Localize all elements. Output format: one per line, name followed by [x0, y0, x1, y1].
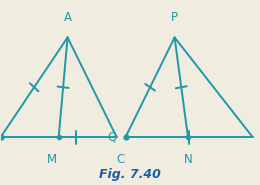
Text: Q: Q — [107, 131, 117, 144]
Text: A: A — [64, 11, 72, 24]
Text: N: N — [184, 153, 192, 166]
Text: Fig. 7.40: Fig. 7.40 — [99, 168, 161, 181]
Text: P: P — [171, 11, 178, 24]
Text: M: M — [47, 153, 57, 166]
Text: C: C — [117, 153, 125, 166]
